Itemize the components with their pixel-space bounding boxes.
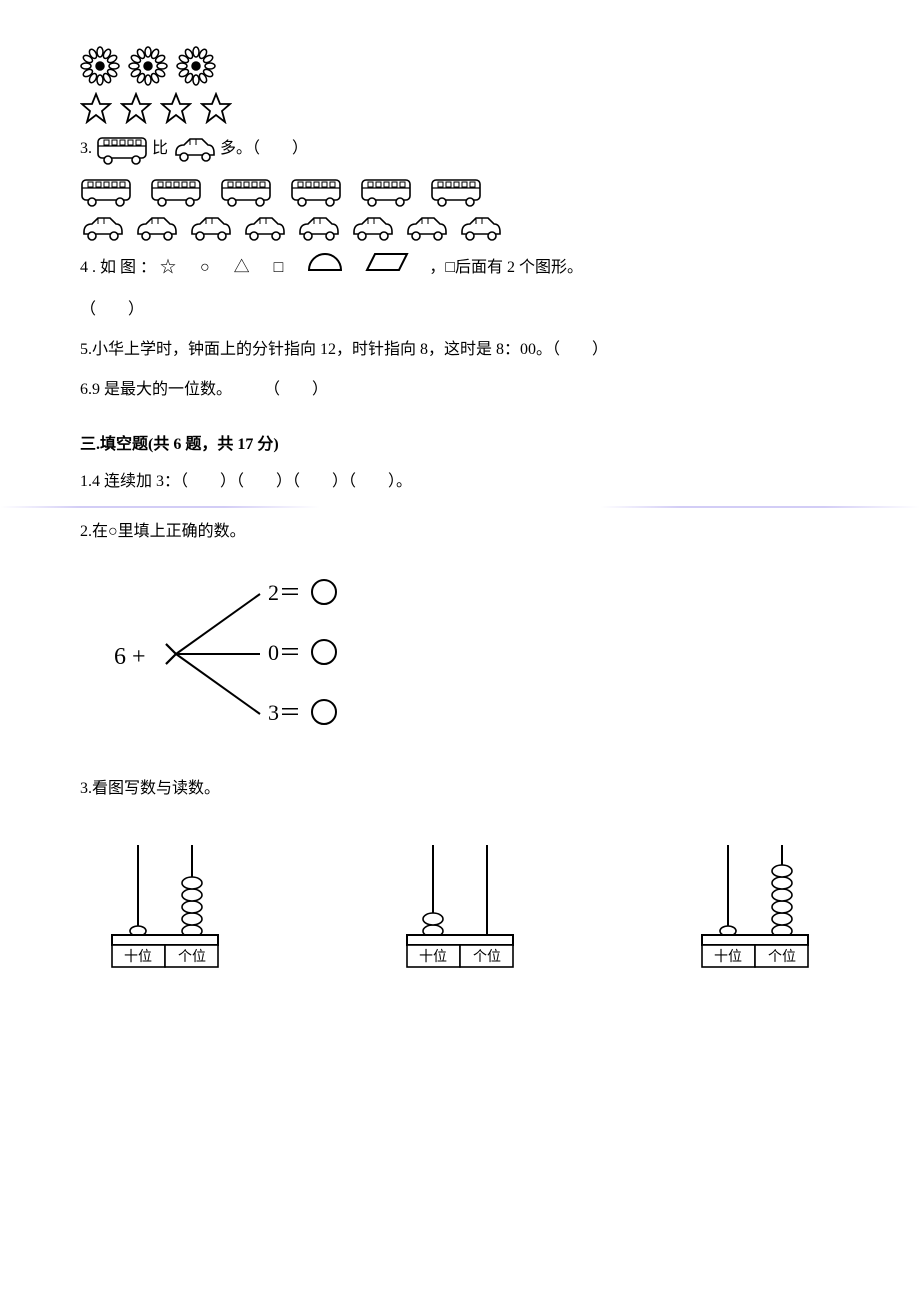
section3-header: 三.填空题(共 6 题，共 17 分) [80,430,840,454]
svg-text:十位: 十位 [419,949,447,965]
flower-icon [128,46,168,86]
svg-text:0＝: 0＝ [268,640,301,665]
q4-left: 4.如图：☆ ○ △ □ [80,252,287,284]
bus-icon [150,174,202,208]
s3-q3: 3.看图写数与读数。 [80,773,840,805]
star-icon [160,92,192,124]
flower-icon [80,46,120,86]
svg-text:十位: 十位 [124,949,152,965]
star-icon [80,92,112,124]
q4-right: ，□后面有 2 个图形。 [429,252,583,284]
q2-flowers-row [80,46,840,86]
semicircle-icon [305,250,345,286]
car-icon [242,214,286,242]
svg-text:十位: 十位 [714,949,742,965]
bus-icon [220,174,272,208]
svg-text:个位: 个位 [178,949,206,965]
q3-mid: 比 [152,133,168,165]
q3-prefix: 3. [80,133,92,165]
star-icon [200,92,232,124]
bus-icon [96,132,148,166]
q3-buses-row [80,174,840,208]
star-icon [120,92,152,124]
svg-text:个位: 个位 [473,949,501,965]
q3-line: 3. 比 多。（ ） [80,132,840,166]
car-icon [404,214,448,242]
car-icon [80,214,124,242]
s3-q2: 2.在○里填上正确的数。 [80,516,840,548]
car-icon [458,214,502,242]
branch-left-label: 6 + [114,644,146,670]
parallelogram-icon [363,250,411,286]
car-icon [172,135,216,163]
svg-text:2＝: 2＝ [268,580,301,605]
bus-icon [80,174,132,208]
q6-text: 6.9 是最大的一位数。 （ ） [80,374,840,406]
car-icon [134,214,178,242]
car-icon [188,214,232,242]
bus-icon [290,174,342,208]
abacus-row: 十位 个位 十位 个位 十位 个位 [80,835,840,980]
bus-icon [360,174,412,208]
q2-stars-row [80,92,840,124]
q3-cars-row [80,214,840,242]
flower-icon [176,46,216,86]
bus-icon [430,174,482,208]
branch-figure: 6 + 2＝ 0＝ 3＝ [110,568,840,743]
svg-text:个位: 个位 [768,949,796,965]
decorative-rule [0,506,920,508]
s3-q1: 1.4 连续加 3：（ ）（ ）（ ）（ ）。 [80,466,840,498]
abacus-3: 十位 个位 [690,835,820,980]
q4-blank: （ ） [80,294,840,326]
q3-suffix: 多。（ ） [220,133,308,165]
car-icon [350,214,394,242]
q5-text: 5.小华上学时，钟面上的分针指向 12，时针指向 8，这时是 8：00。（ ） [80,334,840,366]
svg-text:3＝: 3＝ [268,700,301,725]
q4-line1: 4.如图：☆ ○ △ □ ，□后面有 2 个图形。 [80,250,840,286]
abacus-1: 十位 个位 [100,835,230,980]
abacus-2: 十位 个位 [395,835,525,980]
car-icon [296,214,340,242]
